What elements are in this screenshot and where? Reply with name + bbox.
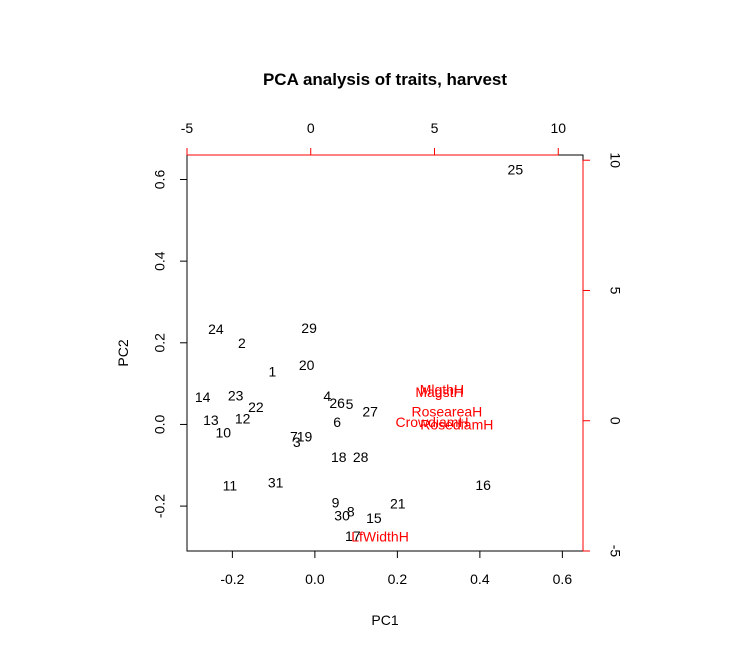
loading-label: RosediamH <box>420 417 493 433</box>
point-label: 9 <box>332 494 340 510</box>
right-tick-label: -5 <box>607 545 623 558</box>
left-tick-label: 0.4 <box>152 251 168 271</box>
bottom-tick-label: 0.0 <box>305 571 325 587</box>
right-tick-label: 0 <box>607 417 623 425</box>
point-label: 27 <box>362 403 378 419</box>
point-label: 23 <box>228 387 244 403</box>
point-label: 18 <box>331 449 347 465</box>
right-axis: -5 0 5 10 <box>582 152 623 558</box>
right-tick-label: 10 <box>607 152 623 168</box>
bottom-axis: -0.2 0.0 0.2 0.4 0.6 <box>220 550 573 587</box>
top-tick-label: 0 <box>307 120 315 136</box>
top-tick-label: 10 <box>550 120 566 136</box>
point-label: 2 <box>238 335 246 351</box>
left-tick-label: 0.2 <box>152 333 168 353</box>
point-label: 10 <box>216 425 232 441</box>
point-label: 13 <box>203 412 219 428</box>
left-tick-label: -0.2 <box>152 494 168 518</box>
right-tick-label: 5 <box>607 287 623 295</box>
point-label: 24 <box>208 321 224 337</box>
bottom-tick-label: 0.4 <box>470 571 490 587</box>
top-axis: -5 0 5 10 <box>181 120 566 156</box>
point-label: 7 <box>290 429 298 445</box>
point-label: 11 <box>223 478 238 494</box>
loading-label: MlgthH <box>420 381 464 397</box>
point-label: 19 <box>297 429 313 445</box>
point-label: 22 <box>248 399 264 415</box>
left-axis: -0.2 0.0 0.2 0.4 0.6 <box>152 170 188 518</box>
point-label: 21 <box>390 496 406 512</box>
loading-label: RoseareaH <box>411 404 482 420</box>
point-label: 3 <box>293 434 301 450</box>
observation-labels: 1234567891011121314151617181920212223242… <box>195 162 523 545</box>
point-label: 1 <box>268 364 276 380</box>
point-label: 15 <box>366 510 382 526</box>
point-label: 14 <box>195 389 211 405</box>
point-label: 8 <box>347 504 355 520</box>
point-label: 31 <box>268 474 284 490</box>
top-tick-label: -5 <box>181 120 194 136</box>
point-label: 30 <box>334 507 350 523</box>
top-tick-label: 5 <box>431 120 439 136</box>
left-tick-label: 0.6 <box>152 170 168 190</box>
point-label: 6 <box>333 414 341 430</box>
point-label: 12 <box>235 411 251 427</box>
point-label: 4 <box>323 388 331 404</box>
point-label: 5 <box>346 396 354 412</box>
loading-label: MagstH <box>415 384 463 400</box>
bottom-tick-label: 0.6 <box>553 571 573 587</box>
bottom-tick-label: 0.2 <box>388 571 408 587</box>
point-label: 20 <box>299 357 315 373</box>
point-label: 28 <box>353 449 369 465</box>
point-label: 26 <box>329 395 345 411</box>
loading-label: CrowdiamH <box>395 414 468 430</box>
plot-frame <box>186 154 584 552</box>
bottom-tick-label: -0.2 <box>220 571 244 587</box>
point-label: 29 <box>301 320 317 336</box>
loading-label: LfWidthH <box>351 529 409 545</box>
y-axis-label: PC2 <box>115 339 131 366</box>
point-label: 17 <box>345 528 361 544</box>
point-label: 16 <box>475 477 491 493</box>
left-tick-label: 0.0 <box>152 415 168 435</box>
point-label: 25 <box>508 162 524 178</box>
chart-title: PCA analysis of traits, harvest <box>263 70 507 89</box>
x-axis-label: PC1 <box>371 612 398 628</box>
